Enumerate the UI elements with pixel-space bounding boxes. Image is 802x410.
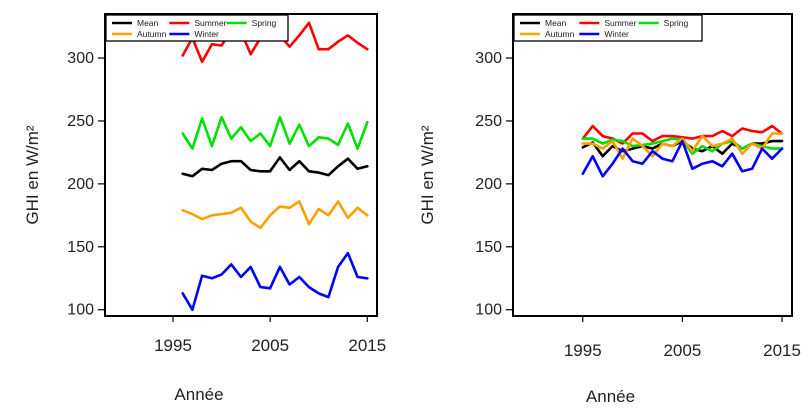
y-tick-label: 250 (475, 113, 502, 130)
y-tick-label: 300 (67, 50, 94, 67)
y-tick-label: 200 (475, 176, 502, 193)
y-tick-label: 100 (475, 302, 502, 319)
x-tick-label: 2005 (663, 341, 701, 360)
legend-label-summer: Summer (194, 18, 226, 28)
x-tick-label: 2015 (763, 341, 801, 360)
legend-label-summer: Summer (604, 18, 636, 28)
series-line-mean (181, 156, 369, 178)
legend-label-winter: Winter (604, 29, 629, 39)
series-line-autumn (581, 132, 784, 160)
y-axis-label: GHI en W/m² (23, 125, 42, 225)
x-tick-label: 1995 (564, 341, 602, 360)
legend-label-spring: Spring (252, 18, 277, 28)
x-tick-label: 1995 (154, 336, 192, 355)
series-line-winter (181, 251, 369, 312)
plot-frame (512, 13, 793, 317)
legend-box (513, 14, 703, 42)
legend-label-mean: Mean (137, 18, 159, 28)
right-chart-panel: 100 150 200 250 300 1995 2005 2015 GHI en W/m² An… (418, 13, 801, 406)
left-chart-panel: 100 150 200 250 300 1995 2005 2015 GHI en W/m² An… (23, 13, 386, 404)
x-axis-label: Année (586, 387, 635, 406)
y-tick-label: 150 (67, 239, 94, 256)
legend-label-autumn: Autumn (545, 29, 575, 39)
y-tick-label: 100 (67, 302, 94, 319)
y-tick-label: 300 (475, 50, 502, 67)
y-tick-label: 250 (67, 113, 94, 130)
y-axis-label: GHI en W/m² (418, 125, 437, 225)
series-line-spring (181, 115, 369, 150)
legend-label-winter: Winter (194, 29, 219, 39)
plot-frame (104, 13, 378, 317)
x-tick-label: 2005 (251, 336, 289, 355)
legend-box (105, 14, 289, 42)
legend-label-spring: Spring (664, 18, 689, 28)
x-tick-label: 2015 (348, 336, 386, 355)
series-line-autumn (181, 200, 369, 230)
y-tick-label: 150 (475, 239, 502, 256)
legend-label-autumn: Autumn (137, 29, 167, 39)
y-tick-label: 200 (67, 176, 94, 193)
legend-label-mean: Mean (545, 18, 567, 28)
x-axis-label: Année (174, 385, 223, 404)
series-line-winter (581, 139, 784, 178)
